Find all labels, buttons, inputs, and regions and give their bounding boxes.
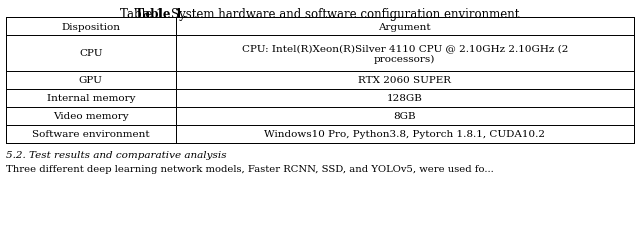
Text: Argument: Argument — [378, 22, 431, 31]
Text: RTX 2060 SUPER: RTX 2060 SUPER — [358, 76, 451, 85]
Text: Software environment: Software environment — [32, 130, 150, 139]
Bar — [6, 36, 175, 72]
Bar — [6, 90, 175, 108]
Text: 5.2. Test results and comparative analysis: 5.2. Test results and comparative analys… — [6, 150, 227, 159]
Text: CPU: CPU — [79, 49, 102, 58]
Text: 128GB: 128GB — [387, 94, 422, 103]
Text: Table 1. System hardware and software configuration environment: Table 1. System hardware and software co… — [120, 8, 520, 21]
Bar — [175, 126, 634, 143]
Text: CPU: Intel(R)Xeon(R)Silver 4110 CPU @ 2.10GHz 2.10GHz (2
processors): CPU: Intel(R)Xeon(R)Silver 4110 CPU @ 2.… — [241, 44, 568, 64]
Bar — [6, 108, 175, 126]
Bar — [6, 18, 175, 36]
Bar — [6, 18, 634, 143]
Bar — [175, 36, 634, 72]
Text: Video memory: Video memory — [53, 112, 129, 121]
Text: Table 1.: Table 1. — [135, 8, 187, 21]
Bar — [6, 126, 175, 143]
Text: Disposition: Disposition — [61, 22, 120, 31]
Text: 8GB: 8GB — [394, 112, 416, 121]
Text: Three different deep learning network models, Faster RCNN, SSD, and YOLOv5, were: Three different deep learning network mo… — [6, 164, 493, 173]
Text: Internal memory: Internal memory — [47, 94, 135, 103]
Bar — [175, 108, 634, 126]
Text: Table 1. System hardware and software configuration environment: Table 1. System hardware and software co… — [120, 8, 520, 21]
Text: GPU: GPU — [79, 76, 102, 85]
Bar — [175, 72, 634, 90]
Bar — [175, 90, 634, 108]
Bar — [6, 72, 175, 90]
Text: Windows10 Pro, Python3.8, Pytorch 1.8.1, CUDA10.2: Windows10 Pro, Python3.8, Pytorch 1.8.1,… — [264, 130, 545, 139]
Bar — [175, 18, 634, 36]
